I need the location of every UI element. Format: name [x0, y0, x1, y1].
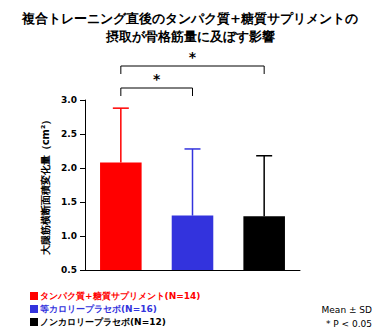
svg-text:等カロリープラセボ(N=16): 等カロリープラセボ(N=16): [39, 304, 157, 314]
svg-text:ノンカロリープラセボ(N=12): ノンカロリープラセボ(N=12): [40, 317, 166, 327]
svg-text:Mean ± SD: Mean ± SD: [322, 305, 372, 315]
svg-text:摂取が骨格筋量に及ぼす影響: 摂取が骨格筋量に及ぼす影響: [105, 29, 275, 44]
svg-text:タンパク質+糖質サプリメント(N=14): タンパク質+糖質サプリメント(N=14): [40, 291, 200, 301]
svg-text:2.5: 2.5: [61, 129, 77, 139]
svg-text:1.0: 1.0: [61, 231, 77, 241]
svg-text:0.5: 0.5: [61, 265, 77, 275]
svg-text:1.5: 1.5: [61, 197, 77, 207]
svg-text:2.0: 2.0: [61, 163, 77, 173]
svg-text:* P < 0.05: * P < 0.05: [326, 319, 372, 329]
svg-text:大腿筋横断面積変化量（cm²）: 大腿筋横断面積変化量（cm²）: [40, 115, 51, 257]
svg-text:*: *: [189, 49, 197, 65]
svg-text:*: *: [153, 71, 161, 87]
svg-text:複合トレーニング直後のタンパク質+糖質サプリメントの: 複合トレーニング直後のタンパク質+糖質サプリメントの: [21, 11, 358, 26]
svg-text:3.0: 3.0: [61, 95, 77, 105]
